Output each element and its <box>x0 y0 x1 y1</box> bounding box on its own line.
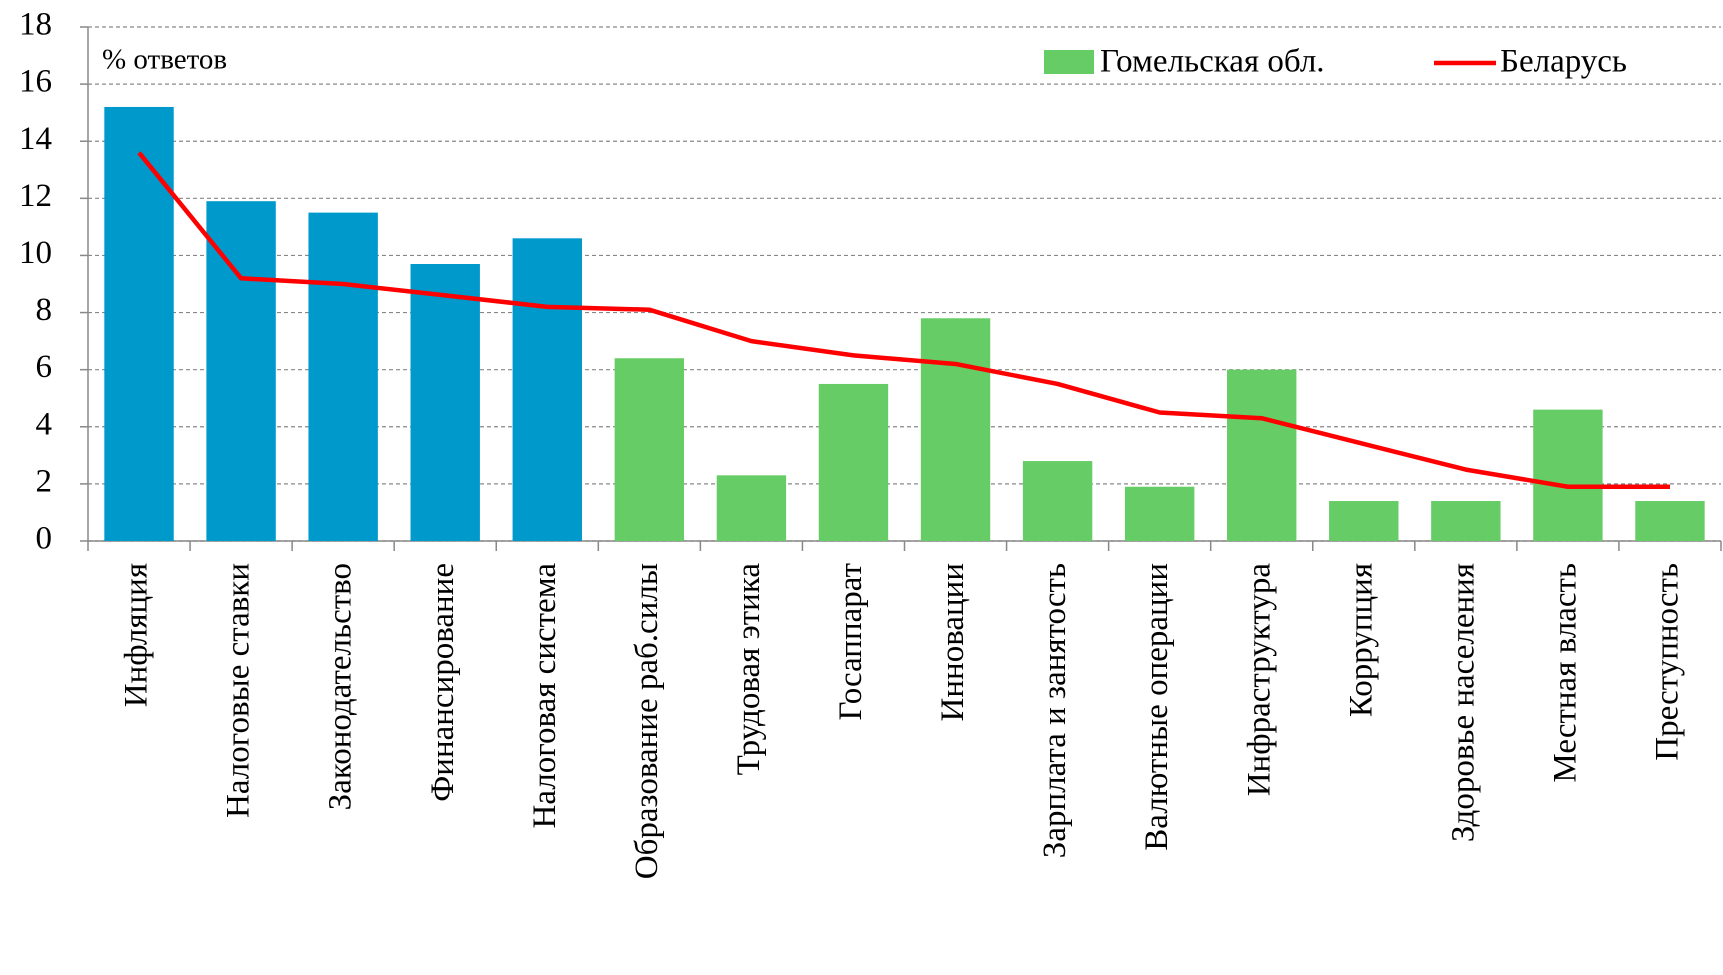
y-tick-label: 10 <box>19 235 52 271</box>
bar <box>206 201 276 541</box>
legend-label: Гомельская обл. <box>1100 44 1325 80</box>
y-tick-label: 4 <box>36 406 53 442</box>
x-tick-label: Валютные операции <box>1139 563 1175 851</box>
bar <box>1635 501 1705 541</box>
legend-label: Беларусь <box>1500 44 1627 80</box>
y-tick-label: 2 <box>36 463 53 499</box>
y-tick-label: 16 <box>19 64 52 100</box>
x-tick-label: Финансирование <box>425 563 461 802</box>
y-tick-label: 8 <box>36 292 53 328</box>
x-tick-label: Трудовая этика <box>731 563 767 776</box>
x-tick-label: Налоговая система <box>527 563 563 829</box>
bar <box>1329 501 1399 541</box>
y-tick-label: 6 <box>36 349 53 385</box>
x-tick-label: Законодательство <box>323 563 359 810</box>
bar <box>614 358 685 541</box>
bar <box>410 264 480 541</box>
x-tick-label: Здоровье населения <box>1445 563 1481 842</box>
bar <box>1124 486 1195 541</box>
bar <box>716 475 787 541</box>
x-tick-label: Инновации <box>935 563 971 721</box>
bar <box>512 238 582 542</box>
x-tick-label: Коррупция <box>1343 563 1379 717</box>
x-tick-label: Зарплата и занятость <box>1037 563 1073 858</box>
x-tick-label: Местная власть <box>1547 563 1583 783</box>
y-axis-label: % ответов <box>102 44 227 76</box>
y-tick-label: 0 <box>36 521 53 557</box>
bar <box>920 318 991 541</box>
line <box>137 151 1670 489</box>
bar <box>104 106 174 541</box>
bar <box>1533 409 1603 541</box>
x-tick-label: Образование раб.силы <box>629 563 665 879</box>
bar <box>308 212 378 541</box>
x-tick-label: Инфляция <box>119 563 155 707</box>
y-tick-label: 18 <box>19 7 52 43</box>
y-tick-label: 14 <box>19 121 52 157</box>
legend-swatch <box>1044 50 1094 74</box>
bar <box>1431 501 1501 541</box>
x-tick-label: Налоговые ставки <box>221 563 257 818</box>
bar <box>1022 461 1093 541</box>
bar <box>1227 369 1297 541</box>
x-tick-label: Преступность <box>1650 563 1686 761</box>
bar <box>818 383 889 541</box>
x-tick-label: Госаппарат <box>833 563 869 720</box>
y-tick-label: 12 <box>19 178 52 214</box>
x-tick-label: Инфраструктура <box>1241 563 1277 797</box>
